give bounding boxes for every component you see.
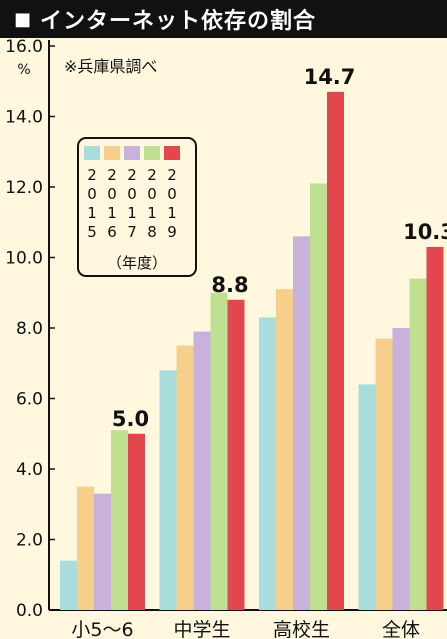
- legend-swatch-2016: [104, 146, 120, 160]
- category-label: 中学生: [173, 619, 230, 639]
- bar-2018: [111, 430, 128, 610]
- bar-2016: [176, 345, 194, 610]
- y-unit-label: %: [17, 62, 30, 78]
- legend-swatch-2015: [84, 146, 100, 160]
- legend-digit: 1: [147, 204, 157, 222]
- bar-2017: [392, 328, 410, 610]
- legend-digit: 5: [87, 223, 97, 241]
- legend-digit: 7: [127, 223, 137, 241]
- legend-swatch-2017: [124, 146, 140, 160]
- legend-box: [77, 137, 197, 277]
- bars: [60, 91, 444, 611]
- y-tick-label: 14.0: [5, 108, 43, 128]
- y-tick-label: 8.0: [16, 319, 43, 339]
- legend-digit: 0: [147, 185, 157, 203]
- data-label: 10.3: [403, 220, 447, 244]
- legend-digit: 2: [127, 166, 137, 184]
- legend-digit: 2: [107, 166, 117, 184]
- bar-2019: [327, 91, 344, 610]
- bar-2016: [276, 289, 293, 610]
- bar-2018: [409, 278, 427, 610]
- y-tick-label: 4.0: [16, 460, 43, 480]
- legend-digit: 8: [147, 223, 157, 241]
- category-label: 高校生: [273, 619, 330, 639]
- y-tick-label: 0.0: [16, 601, 43, 621]
- legend-swatch-2018: [144, 146, 160, 160]
- legend-digit: 0: [127, 185, 137, 203]
- data-label: 5.0: [112, 407, 149, 431]
- legend-digit: 1: [167, 204, 177, 222]
- bar-2018: [310, 183, 327, 610]
- legend-digit: 2: [87, 166, 97, 184]
- labels: 小5～6 5.0 中学生 8.8 高校生 14.7 全体 10.3: [71, 65, 447, 639]
- bar-2017: [94, 493, 111, 610]
- chart-title-bar: ■ インターネット依存の割合: [0, 0, 447, 38]
- chart-title: インターネット依存の割合: [40, 9, 317, 34]
- data-label: 8.8: [211, 273, 248, 297]
- y-tick-label: 10.0: [5, 249, 43, 269]
- title-marker: ■: [14, 8, 33, 30]
- bar-2016: [77, 486, 94, 610]
- legend-unit-label: （年度）: [107, 254, 167, 272]
- bar-2019: [227, 299, 245, 610]
- legend-digit: 0: [167, 185, 177, 203]
- legend-swatch-2019: [164, 146, 180, 160]
- bar-2015: [159, 370, 177, 610]
- legend-digit: 1: [107, 204, 117, 222]
- legend-digit: 9: [167, 223, 177, 241]
- source-note: ※兵庫県調べ: [64, 57, 157, 76]
- bar-2019: [426, 246, 444, 611]
- legend-digit: 6: [107, 223, 117, 241]
- bar-2015: [358, 384, 376, 610]
- y-tick-label: 2.0: [16, 531, 43, 551]
- legend-digit: 1: [127, 204, 137, 222]
- legend-digit: 2: [167, 166, 177, 184]
- bar-2017: [193, 331, 211, 610]
- category-label: 全体: [382, 619, 420, 639]
- bar-2015: [60, 560, 77, 610]
- bar-2015: [259, 317, 276, 610]
- bar-2018: [210, 292, 228, 610]
- bar-2016: [375, 338, 393, 610]
- legend-digit: 2: [147, 166, 157, 184]
- data-label: 14.7: [304, 65, 356, 89]
- bar-2019: [128, 433, 145, 610]
- legend-digit: 0: [87, 185, 97, 203]
- legend-digit: 1: [87, 204, 97, 222]
- category-label: 小5～6: [71, 619, 133, 639]
- legend-digit: 0: [107, 185, 117, 203]
- axes: 0.0 2.0 4.0 6.0 8.0 10.0 12.0 14.0 16.0% ※兵庫県調べ: [5, 38, 447, 621]
- y-tick-label: 6.0: [16, 390, 43, 410]
- y-tick-label: 12.0: [5, 178, 43, 198]
- bar-chart: 0.0 2.0 4.0 6.0 8.0 10.0 12.0 14.0 16.0% ※兵庫県調べ 小…: [5, 38, 447, 639]
- bar-2017: [293, 236, 310, 610]
- y-tick-label: 16.0: [5, 38, 43, 57]
